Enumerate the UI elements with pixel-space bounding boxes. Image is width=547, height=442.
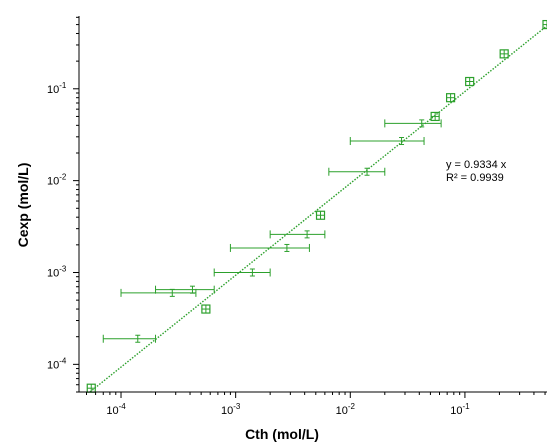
data-point xyxy=(542,19,547,30)
data-point xyxy=(201,304,211,314)
fit-line-layer xyxy=(89,25,547,393)
data-point xyxy=(155,285,215,294)
y-tick-label: 10-4 xyxy=(47,356,67,371)
y-tick-label: 10-1 xyxy=(47,81,67,96)
data-point xyxy=(86,383,96,393)
r-squared-label: R² = 0.9939 xyxy=(446,172,504,184)
y-tick-label: 10-2 xyxy=(47,173,67,188)
x-tick-label: 10-1 xyxy=(450,402,470,417)
data-point xyxy=(229,243,310,252)
data-point xyxy=(445,93,456,103)
data-point xyxy=(328,167,386,176)
data-point xyxy=(465,76,475,87)
data-point xyxy=(102,334,157,343)
data-point xyxy=(430,111,440,122)
fit-equation-label: y = 0.9334 x xyxy=(446,159,507,171)
data-points-layer xyxy=(86,19,547,393)
data-point xyxy=(213,268,271,277)
data-point xyxy=(349,137,425,146)
axes-layer xyxy=(78,16,547,393)
data-point xyxy=(499,49,509,59)
x-axis-title: Cth (mol/L) xyxy=(245,426,319,442)
data-point xyxy=(269,230,326,239)
fit-line xyxy=(89,25,547,393)
x-tick-label: 10-2 xyxy=(336,402,356,417)
data-point xyxy=(315,210,326,220)
y-axis-title: Cexp (mol/L) xyxy=(15,163,31,248)
x-tick-label: 10-3 xyxy=(221,402,241,417)
x-tick-label: 10-4 xyxy=(106,402,126,417)
y-tick-label: 10-3 xyxy=(47,264,67,279)
data-point xyxy=(384,119,442,128)
